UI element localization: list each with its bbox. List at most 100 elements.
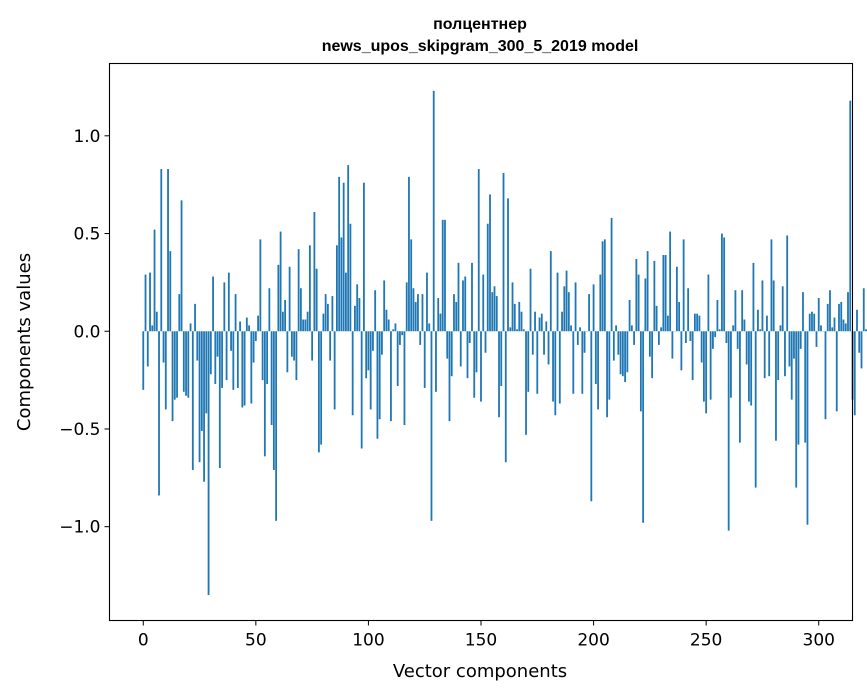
bar-61 <box>279 231 282 332</box>
bar-52 <box>259 239 262 332</box>
bar-173 <box>531 331 534 355</box>
bar-277 <box>766 315 768 332</box>
bar-108 <box>385 309 388 332</box>
bar-101 <box>369 331 372 410</box>
bar-55 <box>266 331 269 385</box>
bar-231 <box>662 255 665 332</box>
bar-60 <box>277 264 280 332</box>
bar-301 <box>820 325 822 332</box>
bar-19 <box>185 331 187 396</box>
bar-235 <box>671 331 674 359</box>
bar-198 <box>588 294 590 332</box>
bar-188 <box>565 270 568 332</box>
bar-137 <box>450 331 453 377</box>
bar-38 <box>227 272 230 332</box>
bar-262 <box>732 325 735 332</box>
bar-135 <box>446 331 449 359</box>
bar-57 <box>270 331 273 426</box>
bar-130 <box>435 331 437 392</box>
bar-312 <box>844 323 847 332</box>
bar-180 <box>547 331 550 365</box>
bar-194 <box>579 327 581 332</box>
bar-145 <box>468 331 471 343</box>
bar-234 <box>669 231 672 332</box>
bar-246 <box>696 313 699 332</box>
bar-2 <box>146 331 149 367</box>
bar-48 <box>250 331 253 404</box>
bar-28 <box>205 331 208 414</box>
bar-179 <box>545 321 548 332</box>
bar-144 <box>466 331 469 379</box>
bar-10 <box>164 331 167 410</box>
bar-80 <box>322 313 325 332</box>
bar-216 <box>628 299 631 332</box>
bar-201 <box>594 331 597 385</box>
bar-123 <box>419 331 422 345</box>
bar-314 <box>849 100 852 332</box>
bar-127 <box>428 323 431 332</box>
bar-30 <box>209 331 212 375</box>
bar-294 <box>804 331 807 443</box>
bar-272 <box>754 331 757 488</box>
bar-256 <box>718 329 721 332</box>
bar-49 <box>252 331 255 363</box>
bar-50 <box>254 331 257 342</box>
bar-36 <box>223 282 226 332</box>
x-tick-label: 300 <box>803 631 835 651</box>
bar-233 <box>666 315 669 332</box>
bar-43 <box>239 321 241 332</box>
bar-151 <box>482 274 485 332</box>
bar-124 <box>421 294 424 332</box>
bar-16 <box>178 294 181 332</box>
bar-14 <box>173 331 176 400</box>
bar-40 <box>232 331 235 390</box>
bar-297 <box>811 311 813 332</box>
bar-106 <box>381 331 383 355</box>
bar-258 <box>723 237 726 332</box>
bar-104 <box>376 331 379 439</box>
bar-253 <box>712 331 714 349</box>
bar-249 <box>703 331 705 402</box>
bar-239 <box>680 331 683 371</box>
y-tick-label: 0.5 <box>73 225 100 245</box>
bar-134 <box>444 219 446 332</box>
y-tick-label: 1.0 <box>73 127 100 147</box>
bar-89 <box>342 182 345 332</box>
bar-217 <box>630 325 633 332</box>
bar-182 <box>552 331 554 402</box>
x-axis-label: Vector components <box>393 661 567 682</box>
bar-78 <box>317 331 320 453</box>
bar-39 <box>230 331 232 351</box>
bar-264 <box>736 331 739 349</box>
bar-208 <box>610 217 613 332</box>
bar-316 <box>853 331 856 416</box>
bar-70 <box>299 288 302 332</box>
bar-27 <box>203 331 205 482</box>
bar-222 <box>642 331 645 523</box>
bar-168 <box>520 311 523 332</box>
bar-226 <box>651 331 654 379</box>
bar-140 <box>457 262 460 332</box>
bar-139 <box>455 301 458 332</box>
bar-241 <box>684 331 687 343</box>
y-axis-ticks: −1.0 −0.5 0.0 0.5 1.0 <box>59 127 110 538</box>
bar-33 <box>216 331 219 357</box>
bar-218 <box>633 331 635 345</box>
bar-114 <box>399 331 401 345</box>
bar-58 <box>272 331 275 471</box>
bar-79 <box>320 331 323 445</box>
bar-67 <box>293 331 296 361</box>
bar-232 <box>664 255 667 332</box>
bar-240 <box>682 239 685 332</box>
bar-162 <box>507 198 509 332</box>
bar-17 <box>180 200 183 332</box>
bar-164 <box>511 282 514 332</box>
bar-248 <box>700 331 703 363</box>
chart-title: полцентнер <box>433 16 527 33</box>
bar-225 <box>648 331 651 357</box>
bar-291 <box>797 331 800 445</box>
bar-169 <box>522 329 525 332</box>
bar-82 <box>327 303 329 332</box>
bar-203 <box>599 274 602 332</box>
bar-181 <box>549 251 552 332</box>
